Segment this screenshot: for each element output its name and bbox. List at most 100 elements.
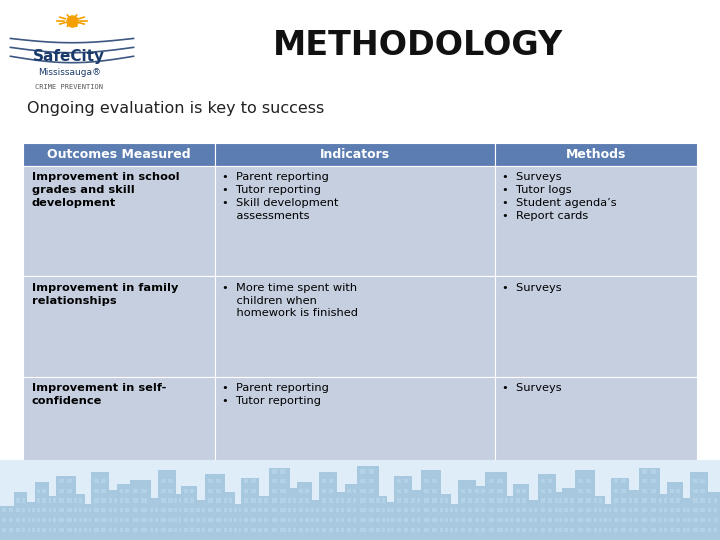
Bar bbox=[468, 498, 472, 503]
Bar bbox=[341, 528, 344, 532]
Text: CRIME PREVENTION: CRIME PREVENTION bbox=[35, 84, 103, 90]
Bar bbox=[659, 518, 662, 522]
Bar bbox=[417, 508, 420, 512]
Bar bbox=[498, 498, 503, 503]
Bar bbox=[404, 528, 408, 532]
Bar bbox=[369, 479, 374, 483]
Bar bbox=[642, 489, 647, 493]
Bar bbox=[94, 508, 99, 512]
Bar bbox=[387, 518, 390, 522]
Bar bbox=[216, 518, 221, 522]
Bar bbox=[179, 518, 181, 522]
Bar bbox=[329, 508, 333, 512]
Bar bbox=[184, 518, 188, 522]
Bar bbox=[84, 508, 87, 512]
Bar bbox=[190, 498, 194, 503]
Bar bbox=[693, 479, 698, 483]
Bar bbox=[305, 518, 310, 522]
Bar bbox=[505, 508, 508, 512]
Bar bbox=[541, 528, 545, 532]
Bar bbox=[391, 508, 394, 512]
Bar bbox=[642, 518, 647, 522]
Bar bbox=[215, 166, 495, 276]
Bar bbox=[109, 518, 112, 522]
Bar bbox=[53, 508, 56, 512]
Bar bbox=[264, 498, 268, 503]
Bar bbox=[161, 508, 166, 512]
Bar bbox=[585, 528, 590, 532]
Bar bbox=[670, 518, 674, 522]
Bar bbox=[553, 492, 564, 540]
Bar bbox=[48, 508, 51, 512]
Bar bbox=[498, 479, 503, 483]
Bar bbox=[102, 528, 106, 532]
Bar bbox=[445, 518, 448, 522]
Bar bbox=[79, 508, 82, 512]
Bar bbox=[651, 498, 656, 503]
Bar bbox=[174, 498, 177, 503]
Bar bbox=[529, 518, 532, 522]
Bar bbox=[688, 518, 690, 522]
Bar bbox=[534, 518, 537, 522]
Bar bbox=[604, 508, 607, 512]
Bar bbox=[234, 508, 237, 512]
Bar bbox=[642, 528, 647, 532]
Bar bbox=[683, 528, 685, 532]
Bar bbox=[534, 528, 537, 532]
Bar bbox=[382, 508, 384, 512]
Bar bbox=[481, 508, 485, 512]
Bar bbox=[670, 489, 674, 493]
Bar bbox=[215, 143, 495, 166]
Bar bbox=[475, 508, 479, 512]
Bar bbox=[369, 528, 374, 532]
Bar bbox=[59, 518, 64, 522]
Bar bbox=[114, 518, 117, 522]
Bar bbox=[659, 528, 662, 532]
Bar bbox=[23, 276, 215, 376]
Bar bbox=[629, 528, 632, 532]
Bar bbox=[522, 489, 526, 493]
Bar bbox=[67, 479, 72, 483]
Bar bbox=[281, 528, 286, 532]
Bar bbox=[404, 498, 408, 503]
Bar bbox=[621, 508, 626, 512]
Bar bbox=[488, 479, 494, 483]
Bar bbox=[353, 518, 356, 522]
Text: Methods: Methods bbox=[566, 148, 626, 161]
Bar bbox=[84, 528, 87, 532]
Bar bbox=[475, 528, 479, 532]
Text: •  More time spent with
    children when
    homework is finished: • More time spent with children when hom… bbox=[222, 283, 359, 318]
Bar bbox=[347, 489, 351, 493]
Bar bbox=[238, 528, 241, 532]
Bar bbox=[559, 528, 562, 532]
Bar bbox=[311, 518, 314, 522]
Bar bbox=[693, 498, 698, 503]
Bar bbox=[229, 528, 232, 532]
Bar bbox=[516, 498, 520, 503]
Bar bbox=[559, 508, 562, 512]
Bar bbox=[224, 518, 227, 522]
Bar bbox=[142, 518, 147, 522]
Bar bbox=[42, 508, 46, 512]
Bar bbox=[91, 472, 109, 540]
Bar bbox=[505, 518, 508, 522]
Bar bbox=[629, 508, 632, 512]
Bar bbox=[468, 508, 472, 512]
Bar bbox=[505, 528, 508, 532]
Bar bbox=[541, 489, 545, 493]
Bar bbox=[585, 518, 590, 522]
Bar bbox=[150, 518, 153, 522]
Bar bbox=[377, 498, 379, 503]
Bar bbox=[174, 508, 177, 512]
Bar bbox=[37, 528, 40, 532]
Bar bbox=[42, 518, 46, 522]
Bar bbox=[288, 528, 291, 532]
Bar bbox=[168, 528, 173, 532]
Bar bbox=[599, 518, 602, 522]
Text: Improvement in self-
confidence: Improvement in self- confidence bbox=[32, 383, 166, 406]
Bar bbox=[17, 528, 19, 532]
Bar bbox=[498, 518, 503, 522]
Bar bbox=[382, 528, 384, 532]
Bar bbox=[417, 528, 420, 532]
Bar bbox=[251, 479, 256, 483]
